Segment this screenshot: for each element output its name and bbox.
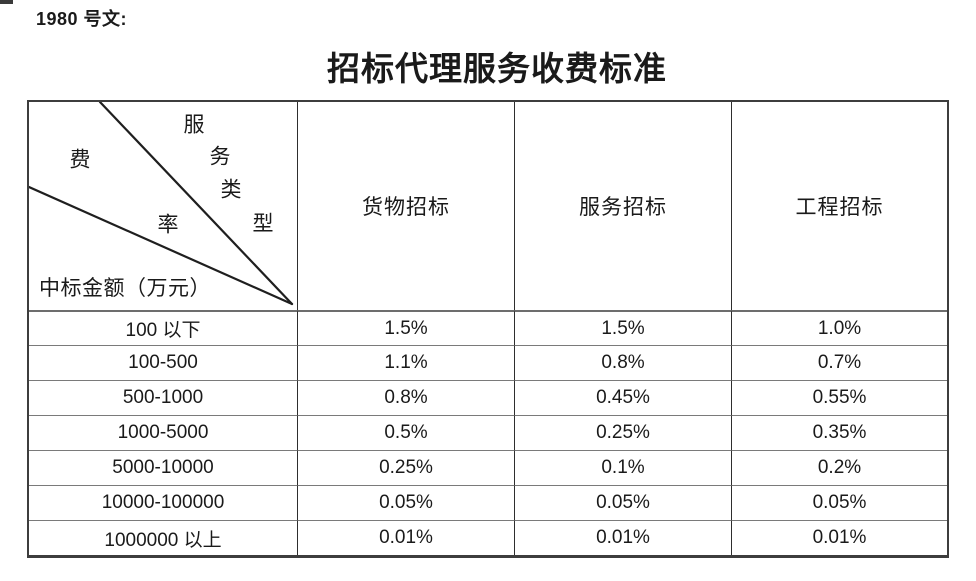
rate-service: 0.01% [515, 520, 732, 555]
rate-engineering: 0.55% [732, 380, 947, 415]
corner-label-service-char: 类 [220, 177, 242, 202]
rate-service: 0.25% [515, 415, 732, 450]
corner-label-fee-char: 费 [69, 147, 91, 172]
rate-engineering: 0.01% [732, 520, 947, 555]
column-header-goods: 货物招标 [298, 102, 515, 310]
rate-service: 0.1% [515, 450, 732, 485]
diagonal-divider-lines [29, 102, 294, 306]
corner-label-bid-amount: 中标金额（万元） [39, 276, 211, 300]
rate-engineering: 0.35% [732, 415, 947, 450]
rate-goods: 1.1% [298, 345, 515, 380]
rate-goods: 0.05% [298, 485, 515, 520]
rate-service: 0.8% [515, 345, 732, 380]
corner-label-fee-char: 率 [157, 212, 179, 237]
rate-service: 0.45% [515, 380, 732, 415]
column-header-engineering: 工程招标 [795, 195, 884, 219]
row-range: 500-1000 [29, 380, 298, 415]
corner-label-service-char: 务 [209, 144, 231, 169]
diagonal-header-cell: 服 务 类 型 费 率 中标金额（万元） [29, 102, 298, 310]
document-reference: 1980 号文: [36, 9, 128, 29]
page-title: 招标代理服务收费标准 [327, 52, 667, 88]
rate-goods: 0.01% [298, 520, 515, 555]
rate-goods: 0.5% [298, 415, 515, 450]
rate-goods: 0.25% [298, 450, 515, 485]
corner-label-service-char: 型 [252, 211, 274, 236]
row-range: 1000000 以上 [29, 520, 298, 555]
row-range: 5000-10000 [29, 450, 298, 485]
row-range: 100 以下 [29, 310, 298, 345]
fee-standard-table: 服 务 类 型 费 率 中标金额（万元） 货物招标 服务招标 工程招标 100 … [27, 100, 949, 558]
rate-service: 1.5% [515, 310, 732, 345]
corner-label-service-char: 服 [183, 112, 205, 137]
rate-goods: 0.8% [298, 380, 515, 415]
rate-goods: 1.5% [298, 310, 515, 345]
rate-service: 0.05% [515, 485, 732, 520]
column-header-service: 服务招标 [515, 102, 732, 310]
rate-engineering: 0.7% [732, 345, 947, 380]
row-range: 1000-5000 [29, 415, 298, 450]
rate-engineering: 1.0% [732, 310, 947, 345]
row-range: 100-500 [29, 345, 298, 380]
rate-engineering: 0.2% [732, 450, 947, 485]
rate-engineering: 0.05% [732, 485, 947, 520]
row-range: 10000-100000 [29, 485, 298, 520]
scan-corner-artifact [0, 0, 13, 4]
